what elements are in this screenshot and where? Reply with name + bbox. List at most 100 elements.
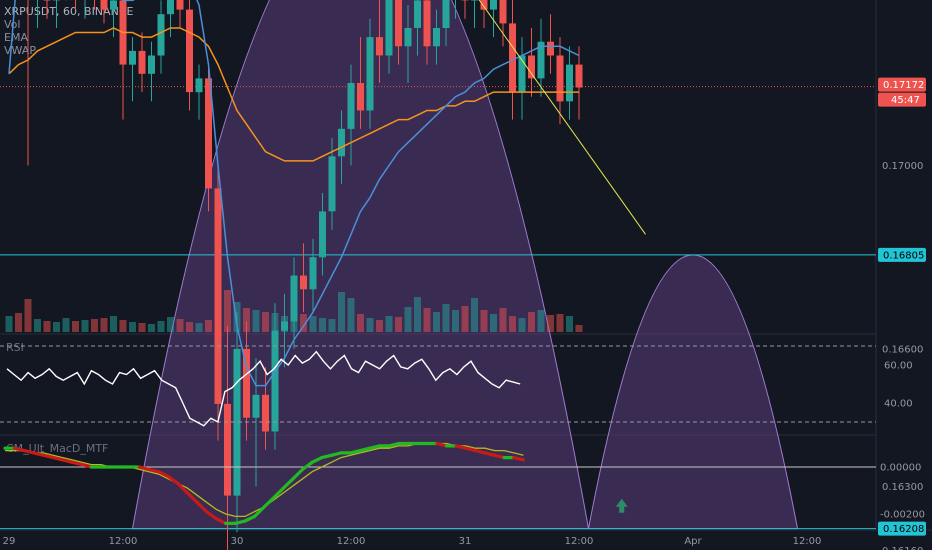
candle-body[interactable] [319,211,326,258]
candle-body[interactable] [205,78,212,189]
price-axis-label: 0.16300 [882,482,923,493]
candle-body[interactable] [385,0,393,56]
macd-axis-label: -0.00200 [880,510,925,521]
indicator-vol-label[interactable]: Vol [4,18,21,31]
indicator-ema-label[interactable]: EMA [4,31,28,44]
volume-bar [43,321,51,332]
candle-body[interactable] [404,28,412,47]
volume-bar [537,310,545,332]
candle-body[interactable] [195,78,203,93]
price-tag[interactable] [878,521,926,536]
handle-arc[interactable] [587,254,799,530]
candle-body[interactable] [338,128,345,157]
candle-body[interactable] [167,0,174,15]
candle-body[interactable] [499,0,507,24]
volume-bar [556,314,564,332]
candle-body[interactable] [395,0,402,47]
candle-body[interactable] [490,0,497,10]
price-tag-label: 0.16805 [883,250,924,261]
candle-body[interactable] [262,394,269,432]
candle-body[interactable] [480,0,488,10]
volume-bar [385,316,393,332]
time-axis-label: 12:00 [337,536,366,547]
macd-line-segment [80,463,94,469]
candle-body[interactable] [233,348,241,496]
volume-bar [81,320,89,332]
candle-body[interactable] [157,14,165,56]
macd-line-segment [243,514,257,523]
candle-body[interactable] [423,0,431,47]
volume-bar [404,307,412,332]
candle-body[interactable] [110,0,117,10]
volume-bar [119,320,127,332]
candle-body[interactable] [290,275,298,322]
volume-bar [575,325,583,332]
volume-bar [167,317,174,332]
macd-line-segment [13,446,26,453]
candle-body[interactable] [243,348,250,418]
candle-body[interactable] [556,55,564,102]
volume-bar [442,304,450,332]
candle-body[interactable] [300,275,307,290]
volume-bar [205,320,212,332]
candle-body[interactable] [138,50,146,74]
candle-body[interactable] [271,330,279,432]
candle-body[interactable] [509,23,516,93]
time-axis-label: 12:00 [109,536,138,547]
macd-line-segment [493,453,506,460]
macd-line-segment [22,449,36,455]
macd-axis-label: 0.00000 [880,463,921,474]
candle-body[interactable] [547,41,554,56]
macd-line-segment [272,486,285,500]
price-tag[interactable] [878,77,926,92]
candle-body[interactable] [100,0,108,10]
volume-bar [148,324,155,332]
price-tag[interactable] [878,247,926,262]
candle-body[interactable] [414,0,421,28]
candle-body[interactable] [176,0,184,10]
volume-bar [100,318,108,332]
candle-body[interactable] [442,0,450,29]
macd-line-segment [262,496,276,509]
volume-bar [176,319,184,332]
price-tag[interactable] [878,92,926,107]
candle-body[interactable] [376,37,383,56]
candle-body[interactable] [366,37,374,111]
candle-body[interactable] [252,394,260,418]
candle-body[interactable] [148,55,155,74]
volume-bar [300,314,307,332]
candle-body[interactable] [224,403,231,496]
candle-body[interactable] [518,55,526,93]
candle-body[interactable] [357,83,364,111]
volume-bar [461,306,469,332]
price-tag-label: 0.16208 [883,524,924,535]
candle-body[interactable] [528,55,535,79]
candle-body[interactable] [186,9,193,93]
candle-body[interactable] [328,156,336,212]
candle-body[interactable] [471,0,478,1]
candle-body[interactable] [347,83,355,129]
ema-line [8,27,579,162]
macd-line-segment [464,446,477,453]
volume-bar [186,322,193,332]
candle-body[interactable] [43,0,51,1]
volume-bar [357,314,364,332]
volume-bar [110,316,117,332]
macd-line-segment [435,441,449,448]
rsi-pane-label[interactable]: RSI [6,341,24,354]
volume-bar [395,317,402,332]
candle-body[interactable] [129,50,136,65]
candle-body[interactable] [433,28,440,47]
volume-bar [62,318,70,332]
candle-body[interactable] [566,64,573,102]
macd-line-segment [60,458,74,464]
candle-body[interactable] [281,321,288,331]
macd-line-segment [368,444,381,450]
trendline[interactable] [408,0,646,235]
candle-body[interactable] [575,64,583,88]
candle-body[interactable] [214,188,222,404]
up-arrow-icon[interactable] [615,498,628,513]
candle-body[interactable] [309,257,317,290]
candle-body[interactable] [537,41,545,79]
